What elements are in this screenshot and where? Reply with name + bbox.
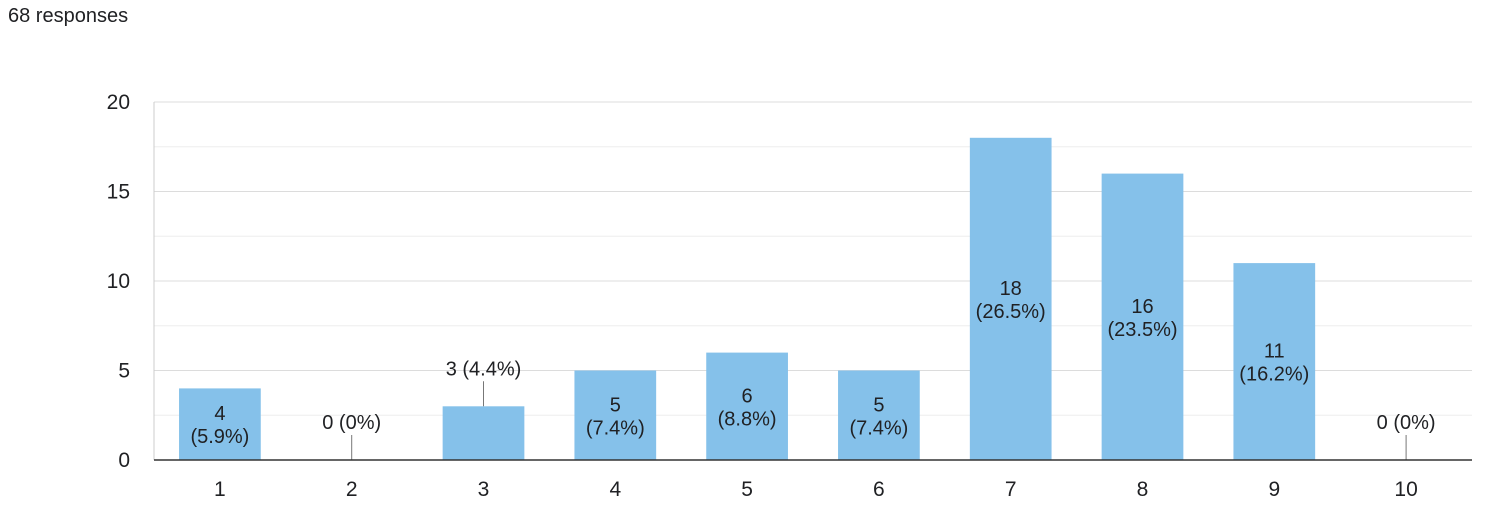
x-tick-label: 6: [873, 478, 885, 501]
label-leaders: [351, 381, 1407, 460]
bars: [179, 137, 1316, 461]
x-axis: 1 2 3 4 5 6 7 8 9 10: [154, 459, 1472, 501]
data-labels: 4 (5.9%) 0 (0%) 3 (4.4%) 5 (7.4%) 6 (8.8%) 5 (7.4…: [190, 278, 1435, 448]
data-label: 4 (5.9%): [190, 403, 249, 448]
bar: [1233, 263, 1316, 460]
bar: [442, 406, 525, 460]
data-label: 0 (0%): [322, 412, 381, 434]
y-tick-label: 5: [118, 360, 130, 383]
data-label: 18 (26.5%): [976, 278, 1046, 323]
y-tick-label: 15: [107, 181, 130, 204]
bar: [574, 370, 657, 460]
y-axis: 0 5 10 15 20: [107, 91, 155, 472]
data-label: 5 (7.4%): [586, 394, 645, 439]
bar: [706, 352, 788, 460]
x-tick-label: 5: [741, 478, 753, 501]
data-label: 3 (4.4%): [446, 358, 522, 380]
x-tick-label: 3: [478, 478, 490, 501]
x-tick-label: 1: [214, 478, 226, 501]
data-label: 6 (8.8%): [718, 385, 777, 430]
x-tick-label: 8: [1137, 478, 1149, 501]
y-tick-label: 10: [107, 270, 130, 293]
x-tick-label: 2: [346, 478, 358, 501]
data-label: 5 (7.4%): [849, 394, 908, 439]
y-tick-label: 20: [107, 91, 130, 114]
data-label: 11 (16.2%): [1239, 341, 1309, 386]
x-tick-label: 7: [1005, 478, 1017, 501]
x-tick-label: 4: [609, 478, 621, 501]
x-tick-label: 10: [1394, 478, 1417, 501]
bar: [969, 137, 1052, 461]
y-tick-label: 0: [118, 449, 130, 472]
bar: [179, 388, 261, 460]
x-tick-label: 9: [1268, 478, 1280, 501]
bar: [1101, 173, 1184, 460]
bar: [838, 370, 920, 460]
data-label: 0 (0%): [1377, 412, 1436, 434]
responses-count: 68 responses: [8, 5, 129, 27]
data-label: 16 (23.5%): [1107, 296, 1177, 341]
